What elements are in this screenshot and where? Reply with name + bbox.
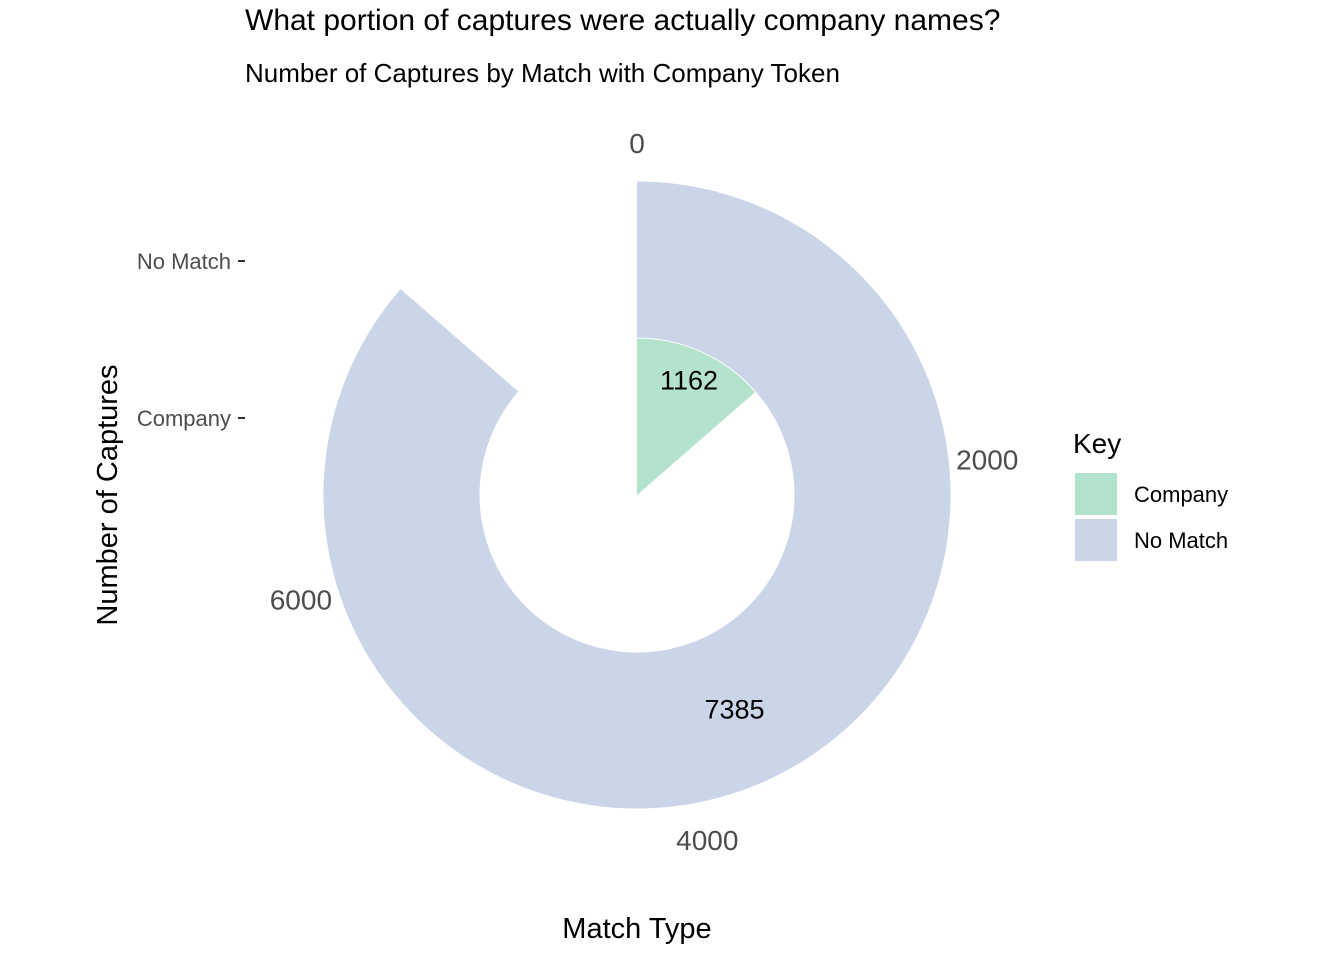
donut-segment-no-match xyxy=(323,181,951,809)
angular-tick-label: 4000 xyxy=(676,825,738,856)
legend: Key Company No Match xyxy=(1073,428,1228,563)
x-axis-title: Match Type xyxy=(562,913,711,945)
angular-axis-ticks: 0 2000 4000 6000 xyxy=(270,128,1019,856)
radial-tick-label: Company xyxy=(137,406,231,431)
radial-axis: No Match Company xyxy=(137,249,245,431)
chart-subtitle: Number of Captures by Match with Company… xyxy=(245,58,840,88)
angular-tick-label: 6000 xyxy=(270,585,332,616)
radial-tick-label: No Match xyxy=(137,249,231,274)
donut-rings xyxy=(323,181,951,809)
legend-swatch-company xyxy=(1073,471,1119,517)
data-label-no-match: 7385 xyxy=(705,694,765,724)
y-axis-title: Number of Captures xyxy=(92,364,124,625)
data-labels: 1162 7385 xyxy=(660,366,765,725)
angular-tick-label: 2000 xyxy=(956,445,1018,476)
legend-label: No Match xyxy=(1134,528,1228,553)
chart-title: What portion of captures were actually c… xyxy=(245,4,1000,37)
legend-swatch-no-match xyxy=(1073,517,1119,563)
data-label-company: 1162 xyxy=(660,366,718,396)
donut-segment-company xyxy=(637,338,756,495)
legend-title: Key xyxy=(1073,428,1121,459)
angular-tick-label: 0 xyxy=(629,128,645,159)
legend-label: Company xyxy=(1134,482,1228,507)
